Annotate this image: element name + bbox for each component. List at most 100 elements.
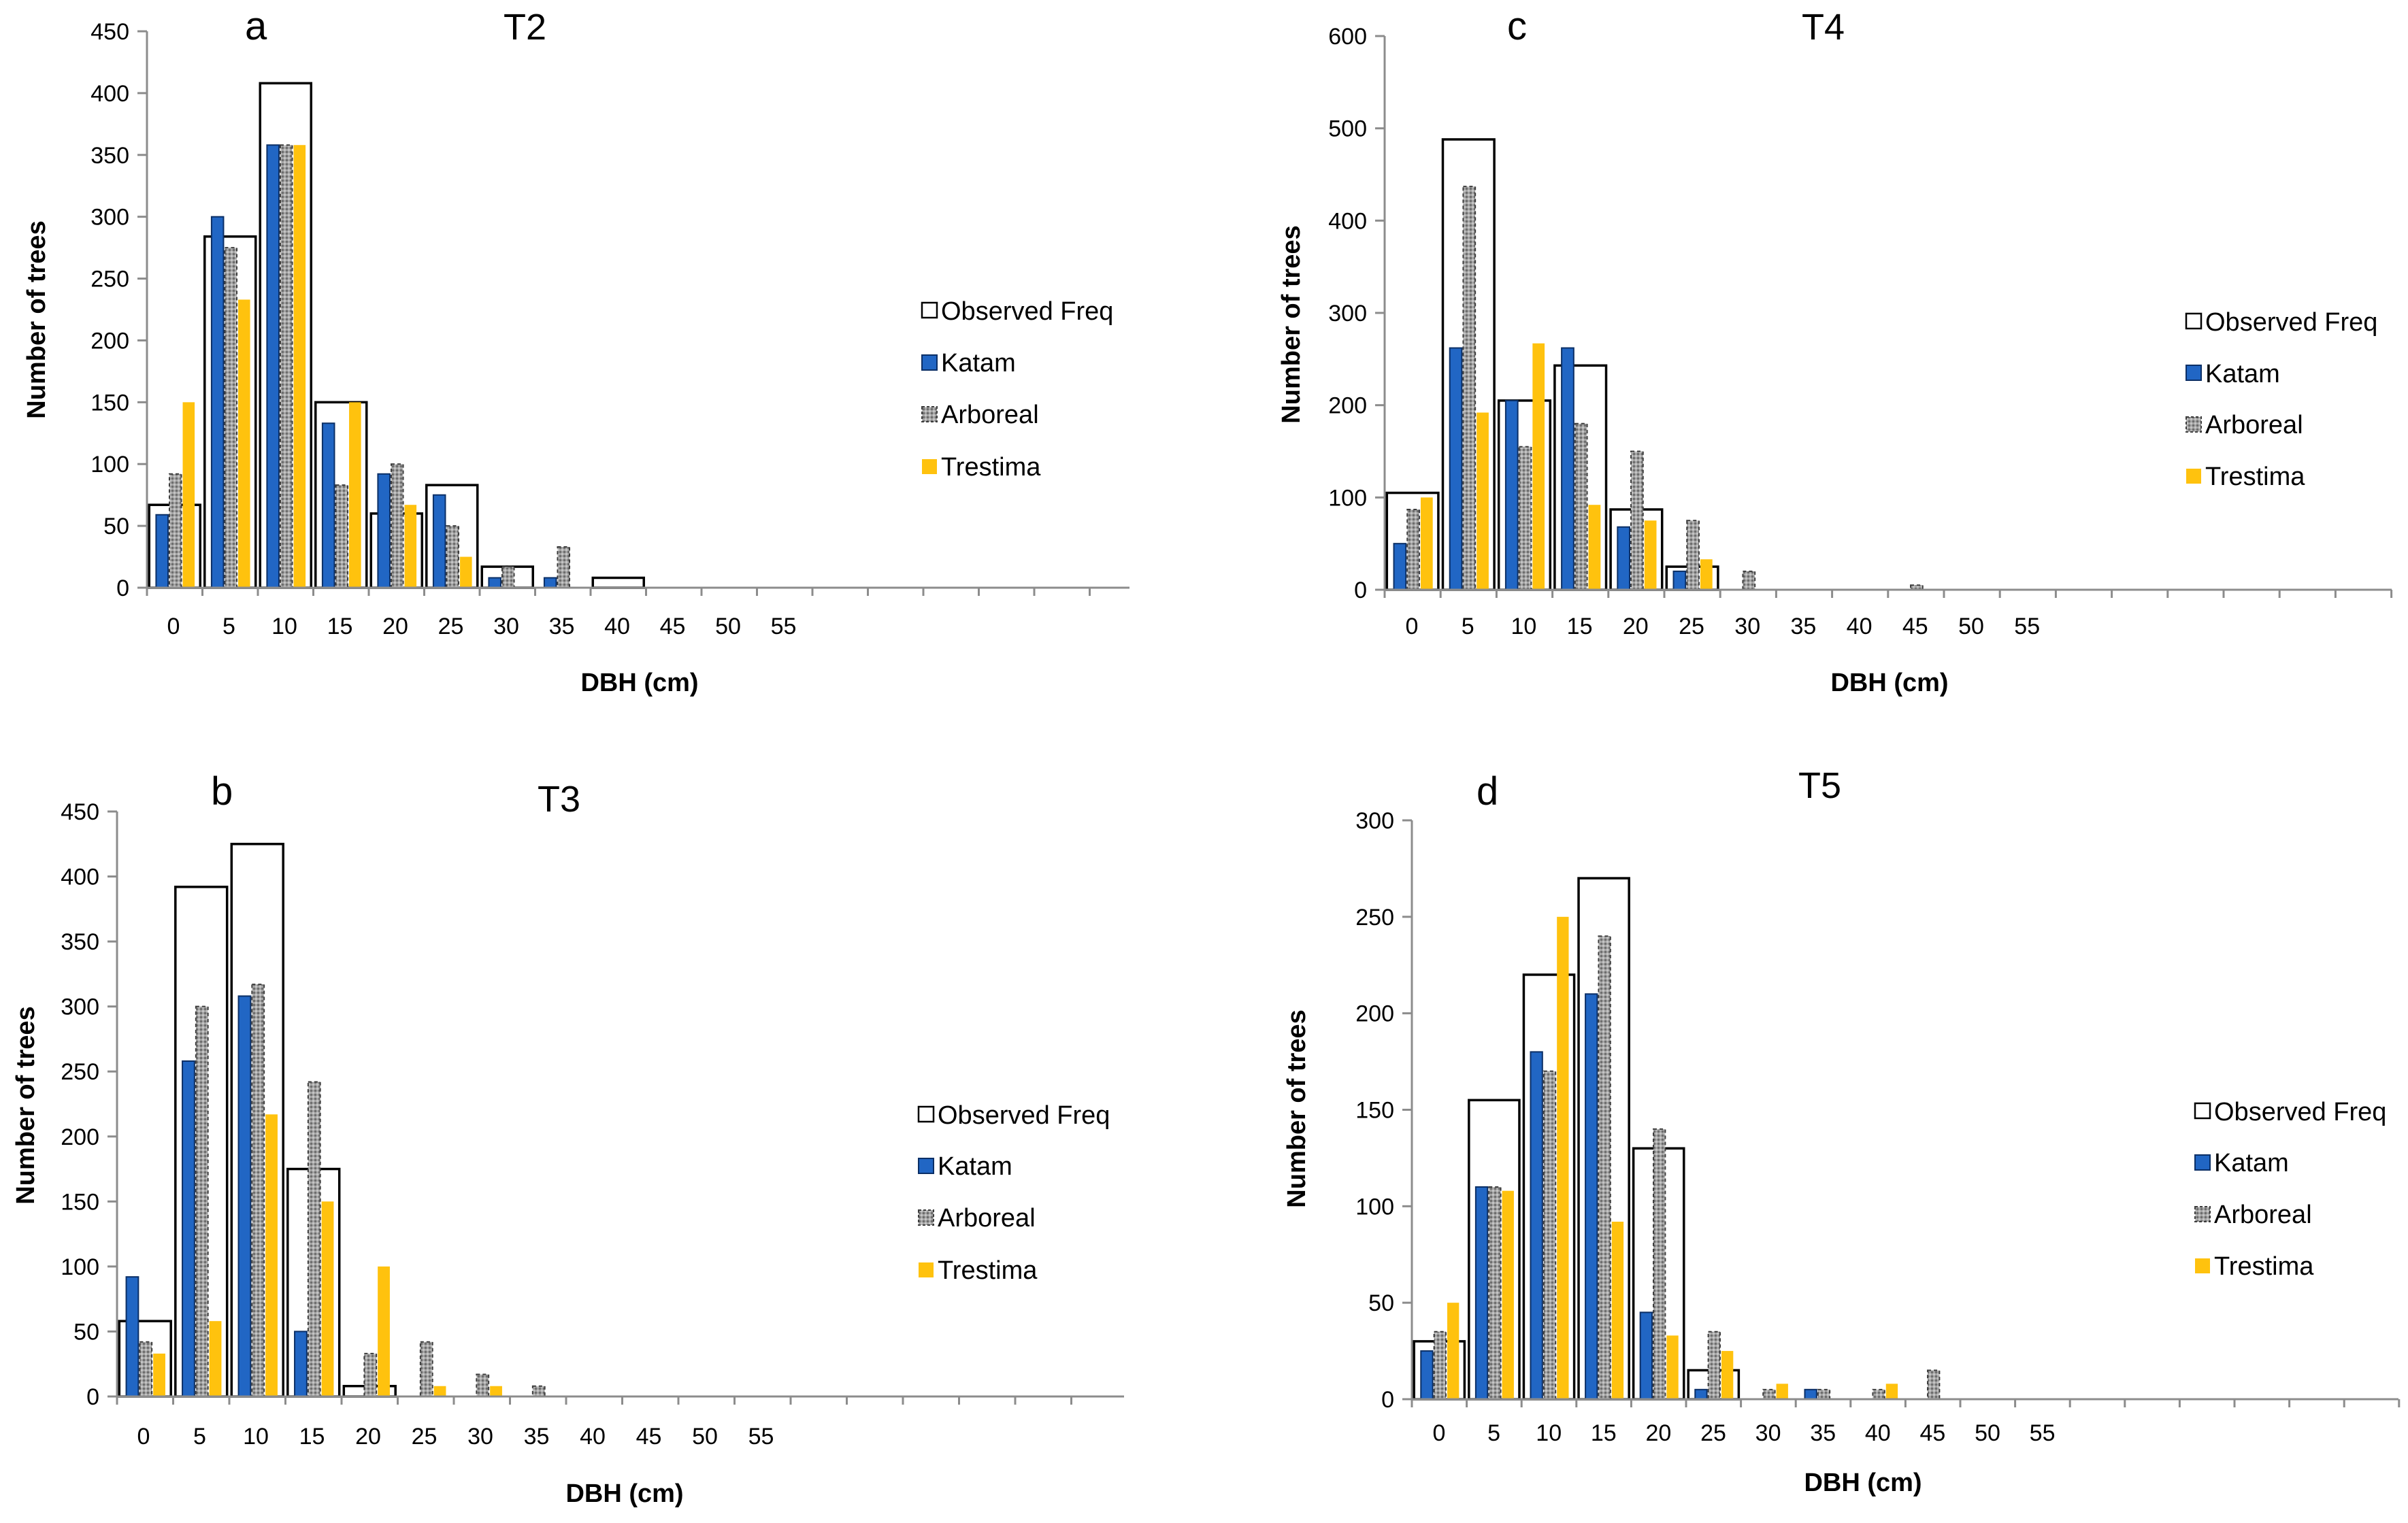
panel-d-bar-arboreal-40 bbox=[1817, 1388, 1831, 1400]
panel-b-y-tick-label: 50 bbox=[73, 1319, 99, 1345]
panel-d-bar-trestima-10 bbox=[1502, 1190, 1514, 1399]
panel-d-x-tick-label: 0 bbox=[1433, 1420, 1446, 1446]
panel-b-x-tick-label: 10 bbox=[243, 1424, 269, 1450]
panel-d-legend-swatch-katam bbox=[2194, 1154, 2211, 1171]
panel-b-x-tick-label: 55 bbox=[748, 1424, 774, 1450]
panel-d-legend-katam: Katam bbox=[2214, 1149, 2289, 1177]
panel-c-legend-katam: Katam bbox=[2205, 360, 2280, 388]
panel-b-legend-observed: Observed Freq bbox=[938, 1101, 1110, 1130]
panel-a-y-tick-label: 0 bbox=[116, 575, 129, 601]
panel-b-y-tick-label: 400 bbox=[61, 865, 99, 890]
panel-c-plot: 0 100 200 300 400 500 600 0 5 10 15 20 25 30 35 40 45 50 5… bbox=[1328, 24, 2393, 639]
panel-c-bar-katam-5 bbox=[1393, 543, 1407, 591]
panel-d-x-tick-label: 20 bbox=[1645, 1420, 1671, 1446]
panel-a-bar-arboreal-10 bbox=[224, 247, 238, 588]
panel-c-bar-arboreal-25 bbox=[1630, 450, 1644, 590]
panel-c-x-tick-label: 30 bbox=[1734, 614, 1760, 639]
panel-a-bar-observed-45 bbox=[591, 576, 645, 589]
panel-b-x-tick-label: 50 bbox=[692, 1424, 718, 1450]
panel-c-bar-trestima-5 bbox=[1420, 497, 1433, 590]
panel-c-bar-katam-25 bbox=[1617, 526, 1631, 590]
panel-a-bar-katam-10 bbox=[210, 216, 225, 588]
panel-a-bar-arboreal-25 bbox=[390, 463, 404, 588]
panel-d-bar-arboreal-35 bbox=[1762, 1388, 1776, 1400]
panel-c-x-tick-label: 55 bbox=[2014, 614, 2040, 639]
panel-c-y-axis-label: Number of trees bbox=[1277, 225, 1306, 423]
panel-d-x-axis-label: DBH (cm) bbox=[1804, 1469, 1922, 1497]
panel-b-bar-arboreal-5 bbox=[139, 1341, 153, 1397]
panel-c-x-tick-label: 45 bbox=[1902, 614, 1928, 639]
panel-b-bar-arboreal-40 bbox=[531, 1385, 546, 1397]
panel-a-x-tick-label: 30 bbox=[493, 614, 519, 639]
panel-b-letter: b bbox=[211, 769, 233, 814]
panel-d-legend-swatch-observed bbox=[2194, 1102, 2211, 1120]
panel-a-legend-swatch-katam bbox=[921, 354, 938, 371]
panel-b-bar-trestima-5 bbox=[153, 1353, 165, 1396]
panel-b-bar-trestima-25 bbox=[378, 1266, 390, 1396]
panel-c-bar-katam-15 bbox=[1504, 399, 1519, 591]
panel-a-x-tick-label: 45 bbox=[660, 614, 686, 639]
panel-b-bar-katam-20 bbox=[294, 1330, 308, 1398]
panel-b-bar-trestima-10 bbox=[209, 1321, 222, 1396]
panel-d-bar-arboreal-5 bbox=[1433, 1330, 1447, 1401]
panel-d-legend-arboreal: Arboreal bbox=[2214, 1201, 2312, 1229]
panel-a-y-axis-label: Number of trees bbox=[22, 220, 51, 418]
panel-d-legend: Observed Freq Katam Arboreal Trestima bbox=[2194, 1098, 2386, 1281]
panel-a-x-tick-label: 20 bbox=[382, 614, 408, 639]
chart-panel-d: d T5 0 50 100 150 200 250 300 0 5 10 15 20 25 30 35 40 4… bbox=[1283, 765, 2401, 1497]
panel-b-y-axis-label: Number of trees bbox=[12, 1006, 40, 1204]
panel-b-bar-katam-15 bbox=[237, 995, 252, 1397]
panel-a-bar-trestima-5 bbox=[182, 402, 195, 588]
panel-b-y-tick-label: 450 bbox=[61, 799, 99, 825]
panel-a-legend-katam: Katam bbox=[941, 349, 1016, 378]
panel-c-bar-katam-20 bbox=[1561, 347, 1574, 590]
panel-d-x-tick-label: 50 bbox=[1975, 1420, 2000, 1446]
panel-b-bar-arboreal-35 bbox=[476, 1373, 490, 1397]
panel-a-bar-katam-40 bbox=[543, 577, 557, 588]
panel-c-x-tick-label: 0 bbox=[1406, 614, 1419, 639]
panel-d-bar-trestima-15 bbox=[1557, 916, 1569, 1399]
panel-b-legend-swatch-observed bbox=[917, 1105, 935, 1123]
panel-a-y-tick-label: 450 bbox=[90, 19, 129, 45]
panel-a-x-tick-label: 55 bbox=[771, 614, 797, 639]
panel-a-x-tick-label: 0 bbox=[167, 614, 180, 639]
panel-d-y-tick-label: 0 bbox=[1381, 1387, 1394, 1413]
panel-d-bar-arboreal-45 bbox=[1872, 1388, 1885, 1400]
panel-a-x-tick-label: 50 bbox=[715, 614, 741, 639]
panel-a-y-tick-label: 200 bbox=[90, 328, 129, 354]
panel-b-y-tick-label: 300 bbox=[61, 994, 99, 1020]
panel-d-legend-swatch-trestima bbox=[2195, 1258, 2210, 1273]
panel-c-bar-arboreal-10 bbox=[1462, 186, 1477, 590]
panel-c-bar-trestima-10 bbox=[1477, 412, 1489, 590]
panel-c-bar-katam-30 bbox=[1672, 570, 1687, 590]
panel-a-bar-arboreal-35 bbox=[501, 566, 515, 588]
panel-b-x-tick-label: 30 bbox=[467, 1424, 493, 1450]
panel-d-y-tick-label: 250 bbox=[1355, 905, 1394, 931]
panel-d-bar-katam-5 bbox=[1420, 1350, 1434, 1401]
panel-d-bar-arboreal-30 bbox=[1707, 1330, 1721, 1401]
chart-panel-a: a T2 0 50 100 150 200 250 300 350 400 450 0 5 10 15 20… bbox=[22, 4, 1129, 697]
panel-c-bar-katam-10 bbox=[1449, 347, 1463, 590]
panel-b-bar-arboreal-25 bbox=[363, 1352, 378, 1398]
chart-panel-c: c T4 0 100 200 300 400 500 600 0 5 10 15 20 25 30 35 40… bbox=[1277, 4, 2393, 697]
panel-a-x-axis-label: DBH (cm) bbox=[580, 669, 698, 697]
panel-a-legend-swatch-arboreal bbox=[921, 406, 938, 422]
panel-c-y-tick-label: 500 bbox=[1328, 116, 1367, 142]
panel-d-x-tick-label: 55 bbox=[2030, 1420, 2056, 1446]
panel-b-legend-swatch-katam bbox=[918, 1158, 934, 1174]
panel-b-bar-arboreal-20 bbox=[307, 1081, 321, 1397]
panel-d-bar-trestima-30 bbox=[1721, 1351, 1734, 1399]
panel-c-y-tick-label: 600 bbox=[1328, 24, 1367, 50]
panel-b-x-tick-label: 20 bbox=[355, 1424, 381, 1450]
panel-c-legend-swatch-arboreal bbox=[2186, 416, 2202, 433]
panel-b-y-tick-label: 150 bbox=[61, 1189, 99, 1215]
panel-a-bar-trestima-30 bbox=[460, 556, 472, 588]
panel-d-bar-trestima-45 bbox=[1885, 1384, 1898, 1399]
panel-d-x-tick-label: 45 bbox=[1919, 1420, 1945, 1446]
panel-a-y-tick-label: 250 bbox=[90, 267, 129, 292]
panel-c-bar-trestima-30 bbox=[1700, 559, 1713, 590]
panel-b-legend-swatch-arboreal bbox=[918, 1209, 934, 1226]
panel-a-y-tick-label: 350 bbox=[90, 143, 129, 169]
panel-a-bar-katam-5 bbox=[155, 514, 169, 588]
panel-b-x-tick-label: 45 bbox=[636, 1424, 662, 1450]
